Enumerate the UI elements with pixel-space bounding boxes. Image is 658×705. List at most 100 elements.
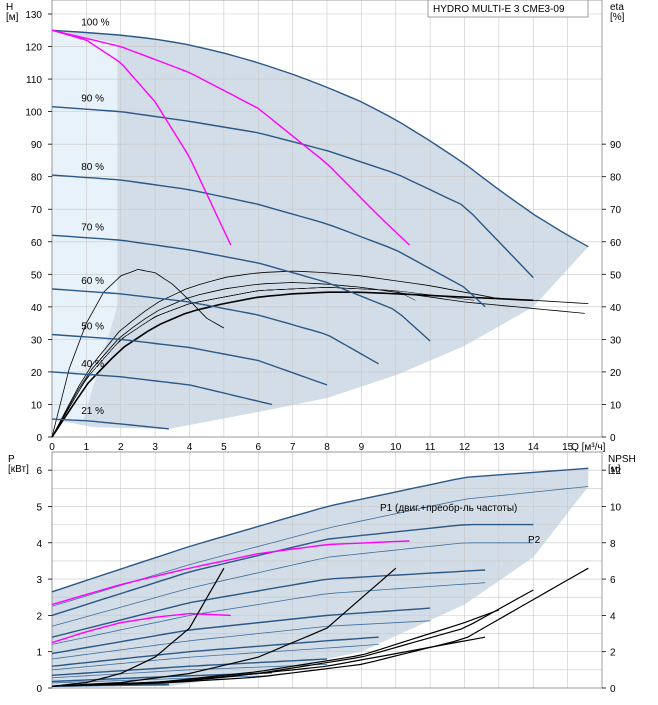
x-tick-label: 6: [255, 442, 261, 453]
y-tick-label: 20: [31, 368, 43, 379]
y2-tick-label: 2: [610, 648, 616, 659]
x-tick-label: 1: [84, 442, 90, 453]
y2-tick-label: 0: [610, 684, 616, 695]
y2-tick-label: 0: [610, 433, 616, 444]
x-tick-label: 7: [290, 442, 296, 453]
y-tick-label: 1: [36, 648, 42, 659]
npsh-curve: [51, 567, 225, 687]
chart-title: HYDRO MULTI-E 3 CME3-09: [433, 4, 565, 15]
y2-tick-label: 80: [610, 173, 622, 184]
x-tick-label: 11: [425, 442, 436, 453]
max-power-curve: [51, 612, 231, 644]
x-tick-label: 5: [221, 442, 227, 453]
y2-axis-label: eta [%]: [610, 2, 625, 23]
speed-label: 70 %: [81, 222, 104, 233]
y2-tick-label: 30: [610, 335, 622, 346]
y-tick-label: 110: [26, 75, 42, 86]
y2-tick-label: 40: [610, 303, 622, 314]
npsh-curve: [51, 567, 589, 687]
y-tick-label: 120: [25, 43, 42, 54]
x-tick-label: 2: [118, 442, 124, 453]
y-tick-label: 70: [31, 205, 43, 216]
efficiency-curve: [51, 282, 585, 438]
x-tick-label: 14: [528, 442, 540, 453]
x-tick-label: 12: [459, 442, 471, 453]
y-tick-label: 5: [36, 502, 42, 513]
speed-label: 50 %: [81, 322, 104, 333]
max-curve: [51, 29, 410, 246]
speed-curve: [51, 234, 431, 342]
y-tick-label: 90: [31, 140, 43, 151]
y-axis-label: P [кВт]: [8, 454, 29, 475]
y2-tick-label: 4: [610, 611, 616, 622]
efficiency-curve: [51, 268, 225, 438]
legend-label-p2: P2: [528, 535, 541, 546]
y2-axis-label: NPSH [м]: [608, 454, 636, 475]
y-tick-label: 80: [31, 173, 43, 184]
speed-curve: [51, 288, 379, 365]
p1-curve: [51, 523, 534, 617]
max-power-curve: [51, 540, 410, 606]
p1-curve: [51, 658, 328, 676]
power-npsh-panel: P1 (двиг.+преобр-ль частоты)P20123456024…: [8, 451, 636, 695]
speed-curve: [51, 371, 273, 406]
max-curve: [51, 29, 232, 246]
p1-curve: [51, 569, 486, 638]
y2-tick-label: 10: [610, 400, 622, 411]
y2-tick-label: 90: [610, 140, 622, 151]
p2-curve: [51, 582, 486, 645]
speed-label: 90 %: [81, 94, 104, 105]
speed-curve: [51, 418, 169, 430]
speed-label: 100 %: [81, 17, 109, 28]
x-tick-label: 15: [562, 442, 574, 453]
qh-panel: 100 %90 %80 %70 %60 %50 %40 %21 %0102030…: [6, 0, 625, 453]
npsh-curve: [51, 567, 397, 687]
y-axis-label: H [м]: [6, 2, 19, 23]
y-tick-label: 40: [31, 303, 43, 314]
y2-tick-label: 20: [610, 368, 622, 379]
speed-curve: [51, 29, 589, 248]
speed-curve: [51, 333, 328, 386]
p2-curve: [51, 644, 379, 671]
y-tick-label: 30: [31, 335, 43, 346]
x-tick-label: 9: [359, 442, 365, 453]
y-tick-label: 0: [36, 684, 42, 695]
p2-curve: [51, 620, 431, 660]
efficiency-curve: [51, 291, 534, 438]
y-tick-label: 6: [36, 466, 42, 477]
y-tick-label: 2: [36, 611, 42, 622]
low-flow-zone: [52, 30, 118, 421]
y2-tick-label: 60: [610, 238, 622, 249]
speed-curve: [51, 174, 486, 308]
p1-curve: [51, 607, 431, 655]
p2-curve: [51, 542, 534, 627]
y-tick-label: 100: [25, 108, 42, 119]
y-tick-label: 3: [36, 575, 42, 586]
x-tick-label: 8: [324, 442, 330, 453]
x-tick-label: 10: [390, 442, 402, 453]
speed-label: 60 %: [81, 276, 104, 287]
y-tick-label: 0: [36, 433, 42, 444]
y-tick-label: 4: [36, 539, 42, 550]
speed-label: 80 %: [81, 162, 104, 173]
title-box: [427, 0, 589, 18]
qh-plot-frame: [51, 0, 603, 438]
y-tick-label: 10: [31, 400, 43, 411]
x-axis-label: Q [м³/ч]: [571, 442, 606, 453]
y2-tick-label: 70: [610, 205, 622, 216]
speed-label: 40 %: [81, 359, 104, 370]
operating-area: [52, 30, 589, 429]
y2-tick-label: 10: [610, 502, 622, 513]
y-tick-label: 60: [31, 238, 43, 249]
x-tick-label: 0: [49, 442, 55, 453]
speed-curve: [51, 106, 534, 279]
p2-curve: [51, 664, 328, 679]
x-tick-label: 3: [152, 442, 158, 453]
npsh-curve: [51, 636, 486, 687]
y2-tick-label: 50: [610, 270, 622, 281]
y2-tick-label: 6: [610, 575, 616, 586]
x-tick-label: 4: [187, 442, 193, 453]
p1-curve: [51, 467, 589, 593]
